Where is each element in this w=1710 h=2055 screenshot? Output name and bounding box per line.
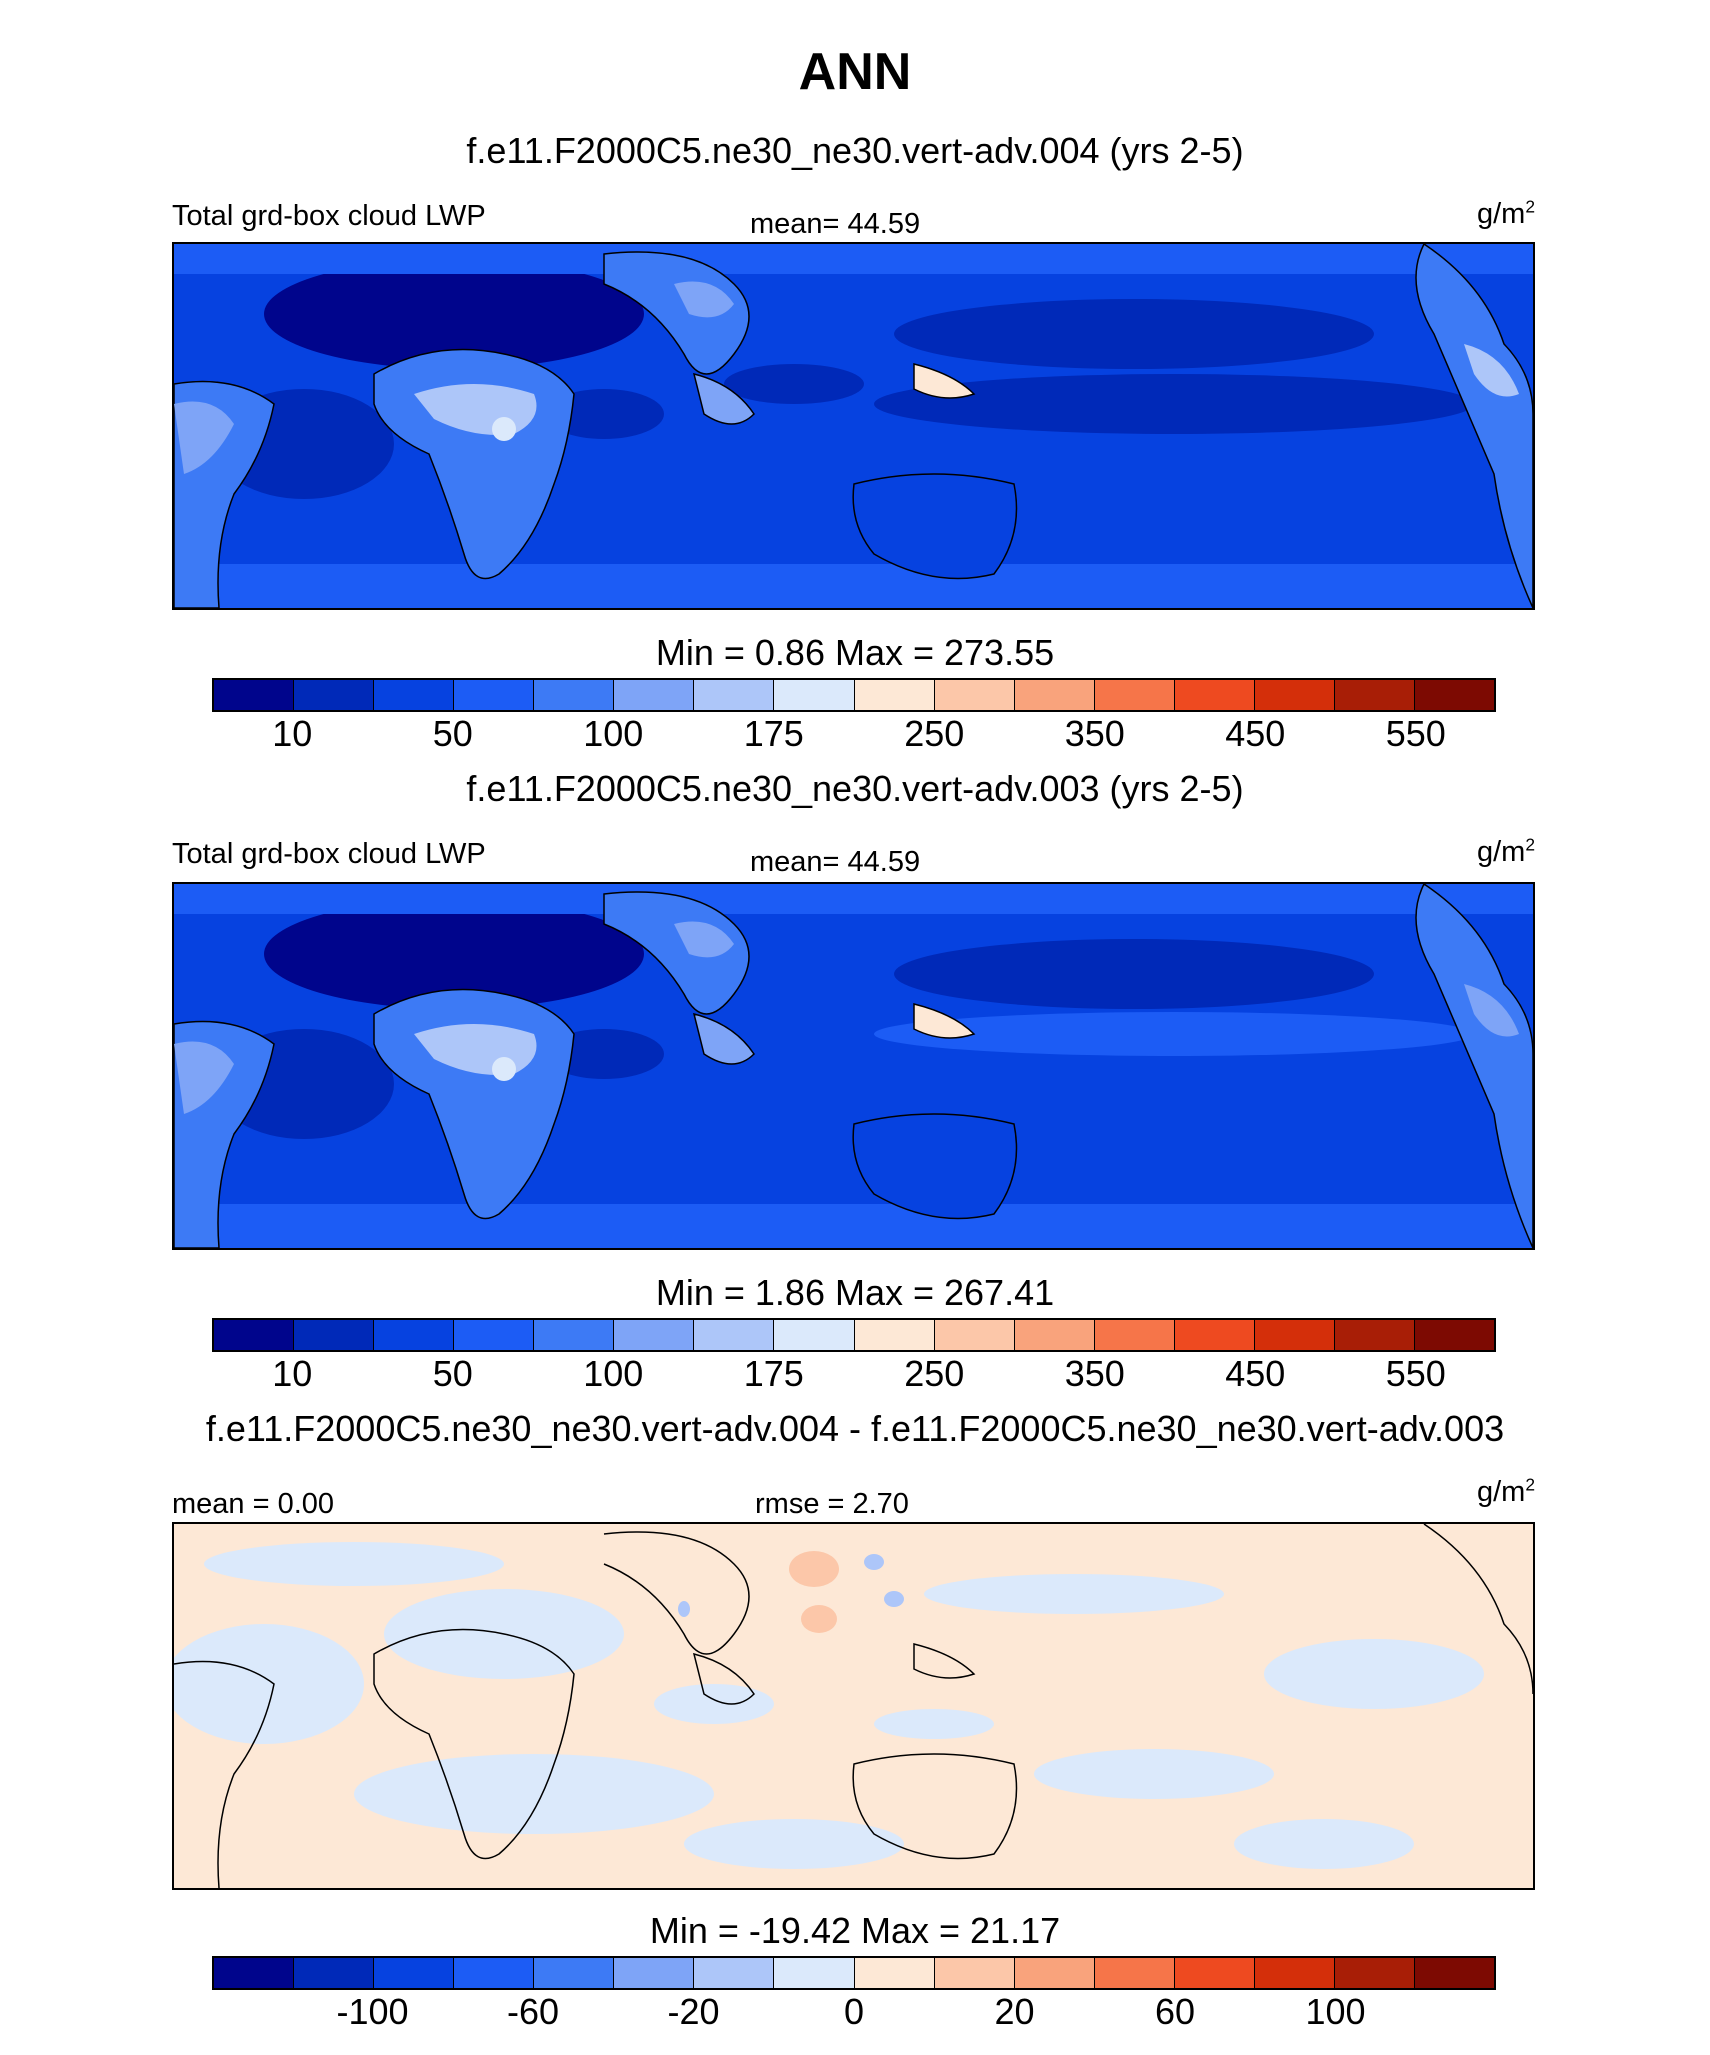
colorbar-segment (1334, 1958, 1415, 1988)
colorbar-segment (1014, 1958, 1095, 1988)
colorbar-tick-label: 175 (743, 713, 804, 754)
panel2-map-svg (174, 884, 1533, 1248)
colorbar-tick-label: 10 (272, 1353, 313, 1394)
panel3-map-svg (174, 1524, 1533, 1888)
panel3-mean-label: mean = 0.00 (172, 1488, 335, 1520)
colorbar-tick-label: -60 (506, 1991, 560, 2032)
colorbar-segment (374, 1958, 455, 1988)
colorbar-segment (1254, 1958, 1335, 1988)
colorbar-segment (694, 1958, 775, 1988)
colorbar-tick-label: 100 (1305, 1991, 1366, 2032)
colorbar-segment (1334, 680, 1415, 710)
colorbar-segment (454, 1320, 535, 1350)
colorbar-segment (1094, 1320, 1175, 1350)
colorbar-segment (934, 680, 1015, 710)
panel1-colorbar-ticks: 10 50 100 175 250 350 450 550 (212, 713, 1496, 759)
panel1-map (172, 242, 1535, 610)
colorbar-segment (1414, 1320, 1494, 1350)
colorbar-tick-label: 250 (904, 713, 965, 754)
panel1-variable-label: Total grd-box cloud LWP (172, 200, 486, 232)
colorbar-segment (454, 680, 535, 710)
panel3-case-title: f.e11.F2000C5.ne30_ne30.vert-adv.004 - f… (205, 1408, 1505, 1449)
colorbar-segment (774, 1958, 855, 1988)
colorbar-segment (1174, 1320, 1255, 1350)
colorbar-segment (1254, 680, 1335, 710)
colorbar-segment (454, 1958, 535, 1988)
colorbar-segment (934, 1958, 1015, 1988)
panel1-mean-label: mean= 44.59 (750, 208, 921, 240)
colorbar-tick-label: 550 (1385, 713, 1446, 754)
colorbar-segment (1094, 680, 1175, 710)
colorbar-tick-label: 50 (432, 713, 473, 754)
colorbar-tick-label: 50 (432, 1353, 473, 1394)
colorbar-segment (1014, 1320, 1095, 1350)
colorbar-segment (614, 680, 695, 710)
colorbar-segment (1174, 1958, 1255, 1988)
colorbar-tick-label: 0 (843, 1991, 865, 2032)
panel2-map (172, 882, 1535, 1250)
panel1-case-title: f.e11.F2000C5.ne30_ne30.vert-adv.004 (yr… (466, 130, 1244, 171)
colorbar-tick-label: 350 (1064, 713, 1125, 754)
colorbar-segment (694, 1320, 775, 1350)
colorbar-segment (1334, 1320, 1415, 1350)
colorbar-tick-label: 100 (583, 713, 644, 754)
colorbar-segment (214, 1320, 295, 1350)
panel2-minmax: Min = 1.86 Max = 267.41 (655, 1272, 1055, 1313)
colorbar-segment (1414, 1958, 1494, 1988)
colorbar-tick-label: 250 (904, 1353, 965, 1394)
colorbar-segment (854, 1320, 935, 1350)
colorbar-tick-label: 450 (1225, 1353, 1286, 1394)
colorbar-segment (1414, 680, 1494, 710)
panel2-case-title: f.e11.F2000C5.ne30_ne30.vert-adv.003 (yr… (466, 768, 1244, 809)
panel3-minmax: Min = -19.42 Max = 21.17 (649, 1910, 1061, 1951)
panel1-minmax: Min = 0.86 Max = 273.55 (655, 632, 1055, 673)
panel1-colorbar (212, 678, 1496, 712)
colorbar-segment (774, 1320, 855, 1350)
colorbar-segment (374, 680, 455, 710)
panel1-map-svg (174, 244, 1533, 608)
colorbar-tick-label: -100 (336, 1991, 409, 2032)
colorbar-segment (294, 680, 375, 710)
colorbar-segment (1254, 1320, 1335, 1350)
panel2-colorbar (212, 1318, 1496, 1352)
main-title: ANN (798, 43, 912, 101)
colorbar-segment (374, 1320, 455, 1350)
colorbar-segment (294, 1320, 375, 1350)
panel2-units-label: g/m2 (1476, 834, 1535, 868)
colorbar-segment (534, 1958, 615, 1988)
colorbar-segment (614, 1958, 695, 1988)
panel2-colorbar-ticks: 10 50 100 175 250 350 450 550 (212, 1353, 1496, 1399)
colorbar-segment (934, 1320, 1015, 1350)
panel2-mean-label: mean= 44.59 (750, 846, 921, 878)
panel3-colorbar (212, 1956, 1496, 1990)
colorbar-tick-label: 550 (1385, 1353, 1446, 1394)
colorbar-segment (1014, 680, 1095, 710)
colorbar-segment (854, 1958, 935, 1988)
colorbar-segment (534, 680, 615, 710)
colorbar-tick-label: 450 (1225, 713, 1286, 754)
colorbar-segment (854, 680, 935, 710)
colorbar-segment (214, 680, 295, 710)
colorbar-tick-label: 350 (1064, 1353, 1125, 1394)
colorbar-segment (774, 680, 855, 710)
colorbar-tick-label: 10 (272, 713, 313, 754)
colorbar-tick-label: 20 (994, 1991, 1035, 2032)
colorbar-tick-label: 60 (1154, 1991, 1196, 2032)
panel3-colorbar-ticks: -100 -60 -20 0 20 60 100 (212, 1991, 1496, 2037)
colorbar-tick-label: 100 (583, 1353, 644, 1394)
colorbar-segment (214, 1958, 295, 1988)
colorbar-segment (1174, 680, 1255, 710)
panel3-rmse-label: rmse = 2.70 (755, 1488, 909, 1520)
panel1-units-label: g/m2 (1476, 196, 1535, 230)
colorbar-tick-label: 175 (743, 1353, 804, 1394)
panel2-variable-label: Total grd-box cloud LWP (172, 838, 486, 870)
colorbar-segment (294, 1958, 375, 1988)
panel3-units-label: g/m2 (1476, 1474, 1535, 1508)
colorbar-segment (1094, 1958, 1175, 1988)
colorbar-segment (694, 680, 775, 710)
colorbar-segment (534, 1320, 615, 1350)
colorbar-tick-label: -20 (667, 1991, 720, 2032)
colorbar-segment (614, 1320, 695, 1350)
panel3-map (172, 1522, 1535, 1890)
